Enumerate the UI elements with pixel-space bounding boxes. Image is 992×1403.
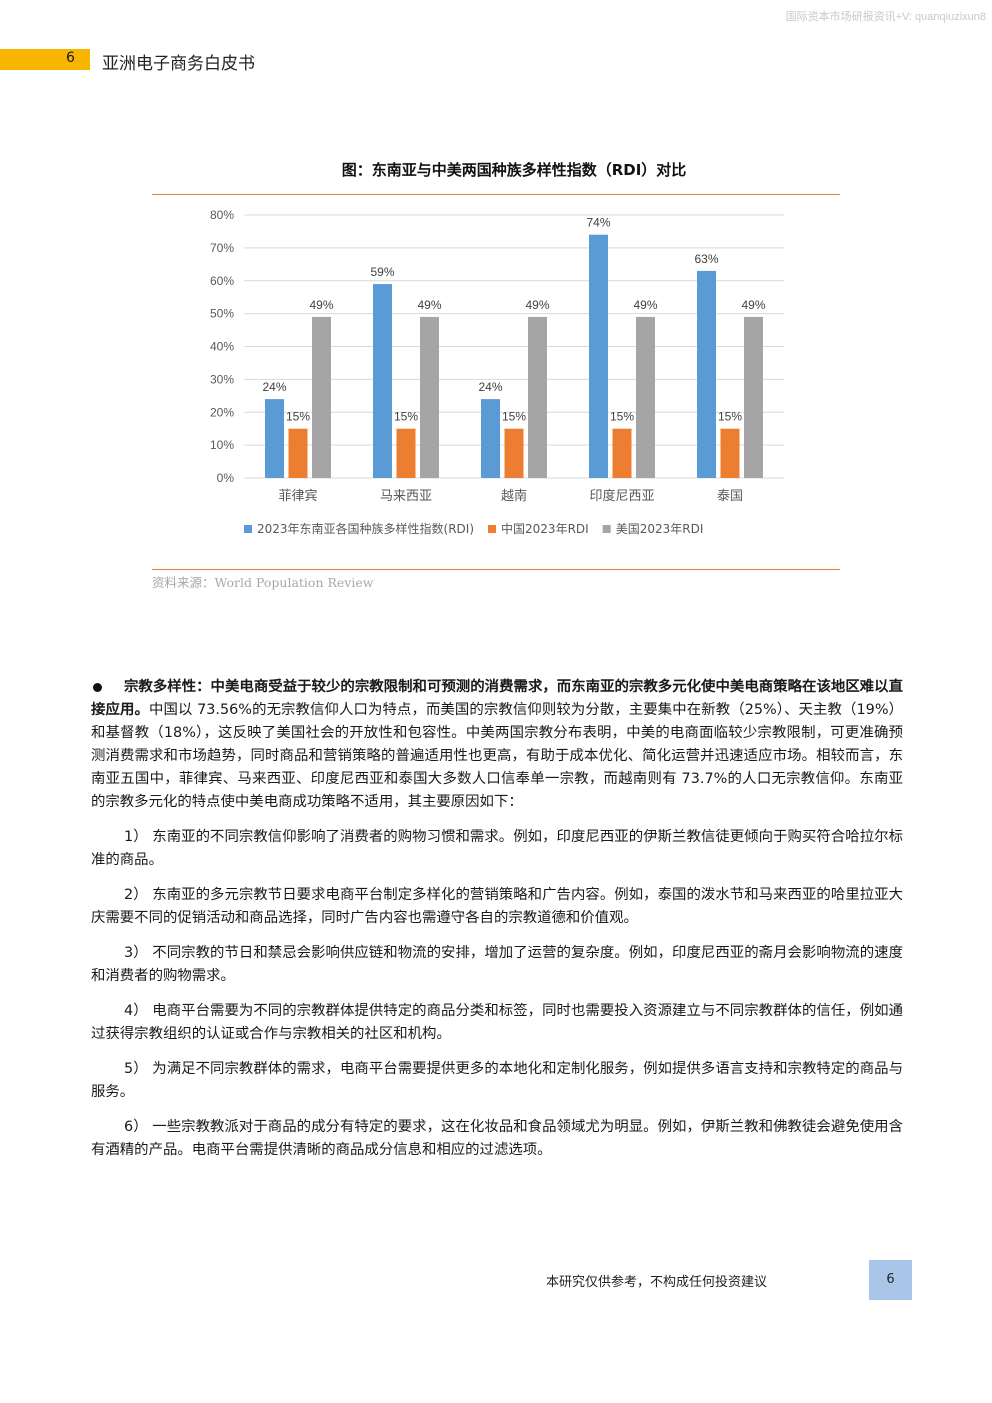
list-item: 3） 不同宗教的节日和禁忌会影响供应链和物流的安排，增加了运营的复杂度。例如，印… (91, 945, 903, 984)
data-label: 15% (394, 410, 418, 424)
bar (420, 316, 439, 478)
legend-label: 2023年东南亚各国种族多样性指数(RDI) (257, 521, 474, 536)
legend-swatch (244, 525, 252, 533)
bar (720, 428, 740, 478)
figure-source: 资料来源：World Population Review (152, 575, 374, 590)
bar (744, 316, 763, 478)
y-tick-label: 20% (210, 405, 234, 419)
data-label: 49% (525, 298, 549, 312)
footer-page-number: 6 (869, 1260, 912, 1300)
header-accent-bar (0, 49, 90, 70)
y-tick-label: 50% (210, 307, 234, 321)
bullet-heading: 宗教多样性：中美电商受益于较少的宗教限制和可预测的消费需求，而东南亚的宗教多元化… (91, 679, 903, 718)
data-label: 49% (633, 298, 657, 312)
x-tick-label: 泰国 (717, 489, 743, 504)
bar (312, 316, 331, 478)
y-tick-label: 60% (210, 274, 234, 288)
data-label: 24% (478, 380, 502, 394)
y-tick-label: 80% (210, 208, 234, 222)
bar (528, 316, 547, 478)
bullet-paragraph: 宗教多样性：中美电商受益于较少的宗教限制和可预测的消费需求，而东南亚的宗教多元化… (91, 676, 903, 814)
legend-label: 美国2023年RDI (616, 522, 704, 536)
list-item: 1） 东南亚的不同宗教信仰影响了消费者的购物习惯和需求。例如，印度尼西亚的伊斯兰… (91, 829, 903, 868)
data-label: 74% (586, 216, 610, 230)
bullet-dot-icon (93, 683, 102, 692)
header-title: 亚洲电子商务白皮书 (102, 54, 255, 74)
bar (481, 399, 500, 478)
bar (504, 428, 524, 478)
bullet-text: 中国以 73.56%的无宗教信仰人口为特点，而美国的宗教信仰则较为分散，主要集中… (91, 702, 903, 810)
data-label: 15% (718, 410, 742, 424)
x-tick-label: 印度尼西亚 (589, 488, 654, 504)
y-tick-label: 0% (217, 471, 235, 485)
data-label: 15% (286, 410, 310, 424)
bar (288, 428, 308, 478)
legend-label: 中国2023年RDI (501, 521, 589, 536)
bar (265, 399, 284, 478)
footer-disclaimer: 本研究仅供参考，不构成任何投资建议 (546, 1275, 768, 1290)
figure-top-rule (152, 194, 840, 195)
body-content: 宗教多样性：中美电商受益于较少的宗教限制和可预测的消费需求，而东南亚的宗教多元化… (91, 676, 903, 1174)
list-item: 5） 为满足不同宗教群体的需求，电商平台需要提供更多的本地化和定制化服务，例如提… (91, 1061, 903, 1100)
list-item: 2） 东南亚的多元宗教节日要求电商平台制定多样化的营销策略和广告内容。例如，泰国… (91, 887, 903, 926)
data-label: 49% (417, 298, 441, 312)
data-label: 49% (309, 298, 333, 312)
bar (697, 270, 716, 478)
bar (373, 284, 392, 478)
list-item: 4） 电商平台需要为不同的宗教群体提供特定的商品分类和标签，同时也需要投入资源建… (91, 1003, 903, 1042)
header-page-number: 6 (66, 50, 75, 66)
bar (636, 316, 655, 478)
y-tick-label: 40% (210, 340, 234, 354)
rdi-bar-chart: 0% 10% 20% 30% 40% 50% 60% 70% 80% 24% 15% 49% 菲律宾 59… (210, 208, 784, 536)
legend-swatch (602, 525, 611, 533)
list-item: 6） 一些宗教教派对于商品的成分有特定的要求，这在化妆品和食品领域尤为明显。例如… (91, 1119, 903, 1158)
data-label: 49% (741, 298, 765, 312)
x-tick-label: 越南 (501, 488, 527, 504)
watermark: 国际资本市场研报资讯+V: quanqiuzixun8 (785, 11, 986, 23)
data-label: 63% (694, 252, 718, 266)
legend-swatch (488, 525, 497, 533)
data-label: 24% (262, 380, 286, 394)
data-label: 15% (502, 410, 526, 424)
figure-title: 图：东南亚与中美两国种族多样性指数（RDI）对比 (341, 161, 687, 179)
x-tick-label: 菲律宾 (278, 488, 317, 504)
data-label: 15% (610, 410, 634, 424)
x-tick-label: 马来西亚 (380, 489, 432, 504)
bar (612, 428, 632, 478)
y-tick-label: 30% (210, 372, 234, 386)
figure-bottom-rule (152, 569, 840, 570)
data-label: 59% (370, 265, 394, 279)
bar (589, 234, 608, 478)
y-tick-label: 10% (210, 438, 234, 452)
bar (396, 428, 416, 478)
y-tick-label: 70% (210, 241, 234, 255)
